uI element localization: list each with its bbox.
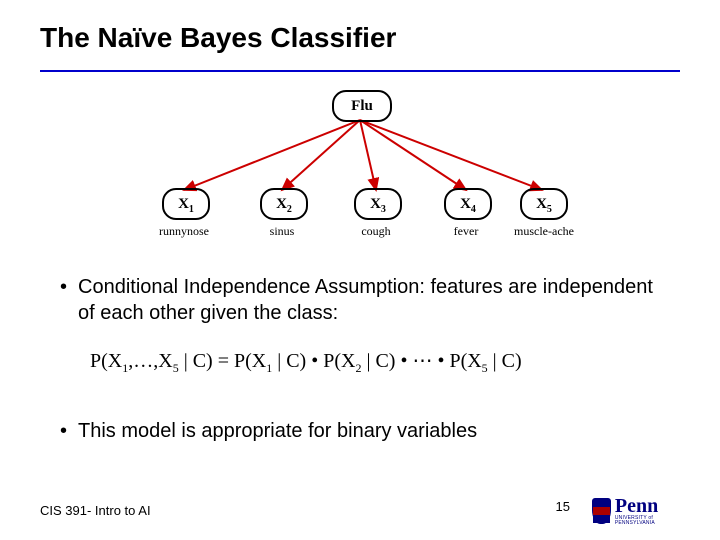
feature-label-x5: muscle-ache <box>496 224 592 239</box>
penn-logo: Penn UNIVERSITY of PENNSYLVANIA <box>592 496 682 526</box>
bullet-dot-icon: • <box>60 418 78 444</box>
bayes-diagram: Flu X1 X2 X3 X4 X5 runnynose sinus cough… <box>120 90 600 260</box>
f: P(X <box>90 350 122 372</box>
bullet-dot-icon: • <box>60 274 78 300</box>
var: X <box>370 196 381 212</box>
var: X <box>536 196 547 212</box>
f: | C) = P(X <box>179 350 267 372</box>
f: | C) • P(X <box>272 350 355 372</box>
feature-label-x3: cough <box>336 224 416 239</box>
var: X <box>276 196 287 212</box>
sub: 5 <box>547 204 552 215</box>
f: | C) <box>488 350 522 372</box>
sub: 3 <box>381 204 386 215</box>
slide-title: The Naïve Bayes Classifier <box>40 22 396 54</box>
feature-label-x2: sinus <box>242 224 322 239</box>
var: X <box>460 196 471 212</box>
title-rule <box>40 70 680 72</box>
bullet-list: • Conditional Independence Assumption: f… <box>60 274 660 334</box>
formula: P(X1,…,X5 | C) = P(X1 | C) • P(X2 | C) •… <box>90 348 522 376</box>
sub: 1 <box>189 204 194 215</box>
penn-sub: UNIVERSITY of PENNSYLVANIA <box>615 516 682 526</box>
feature-label-x1: runnynose <box>144 224 224 239</box>
bullet-item: • This model is appropriate for binary v… <box>60 418 660 444</box>
bullet-text: Conditional Independence Assumption: fea… <box>78 274 660 326</box>
feature-node-x5: X5 <box>520 188 568 220</box>
bullet-item: • Conditional Independence Assumption: f… <box>60 274 660 326</box>
f: | C) • ⋯ • P(X <box>361 350 481 372</box>
sub: 2 <box>287 204 292 215</box>
feature-node-x2: X2 <box>260 188 308 220</box>
bullet-text: This model is appropriate for binary var… <box>78 418 660 444</box>
feature-node-x3: X3 <box>354 188 402 220</box>
footer-course: CIS 391- Intro to AI <box>40 503 151 518</box>
feature-node-x1: X1 <box>162 188 210 220</box>
bullet-prefix: Conditional Independence Assumption: <box>78 276 425 298</box>
feature-node-x4: X4 <box>444 188 492 220</box>
bullet-list-2: • This model is appropriate for binary v… <box>60 418 660 452</box>
page-number: 15 <box>556 499 570 514</box>
sub: 4 <box>471 204 476 215</box>
shield-icon <box>592 498 611 524</box>
penn-word: Penn <box>615 496 682 516</box>
var: X <box>178 196 189 212</box>
root-node-flu: Flu <box>332 90 392 122</box>
feature-label-x4: fever <box>426 224 506 239</box>
f: ,…,X <box>128 350 172 372</box>
penn-text: Penn UNIVERSITY of PENNSYLVANIA <box>615 496 682 526</box>
